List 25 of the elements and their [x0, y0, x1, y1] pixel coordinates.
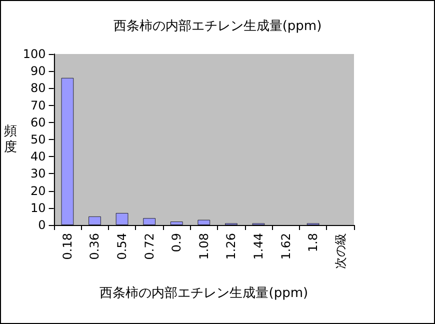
x-tick-label: 0.72	[142, 233, 156, 260]
y-tick-label: 80	[30, 81, 46, 96]
y-axis-title: 頻度	[4, 124, 17, 155]
x-tick-label: 1.44	[251, 233, 266, 260]
x-tick-label: 0.9	[170, 233, 184, 252]
y-tick-label: 100	[22, 47, 46, 61]
y-tick-label: 90	[30, 64, 46, 78]
y-tick-label: 60	[30, 115, 46, 130]
x-tick-label: 1.08	[196, 233, 211, 260]
x-tick-label: 1.62	[278, 233, 293, 260]
y-tick-label: 0	[38, 218, 46, 232]
y-tick-label: 30	[30, 166, 46, 181]
x-tick-label: 次の級	[333, 233, 348, 269]
y-tick-label: 70	[30, 98, 46, 112]
x-tick-label: 0.36	[88, 233, 102, 260]
x-tick-label: 1.8	[306, 233, 320, 252]
x-tick-label: 0.54	[115, 233, 130, 260]
y-tick-label: 10	[30, 200, 46, 215]
y-tick-label: 50	[30, 132, 46, 146]
x-tick-label: 0.18	[60, 233, 74, 260]
chart-title: 西条柿の内部エチレン生成量(ppm)	[113, 19, 322, 34]
x-tick-label: 1.26	[224, 233, 238, 260]
x-axis-title: 西条柿の内部エチレン生成量(ppm)	[100, 286, 308, 301]
y-tick-label: 40	[30, 150, 46, 164]
y-tick-label: 20	[30, 184, 46, 198]
